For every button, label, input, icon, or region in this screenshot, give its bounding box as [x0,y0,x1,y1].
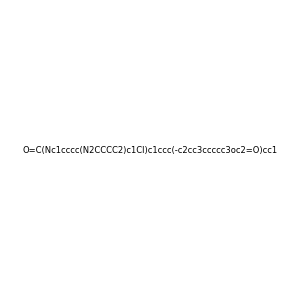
Text: O=C(Nc1cccc(N2CCCC2)c1Cl)c1ccc(-c2cc3ccccc3oc2=O)cc1: O=C(Nc1cccc(N2CCCC2)c1Cl)c1ccc(-c2cc3ccc… [22,146,278,154]
